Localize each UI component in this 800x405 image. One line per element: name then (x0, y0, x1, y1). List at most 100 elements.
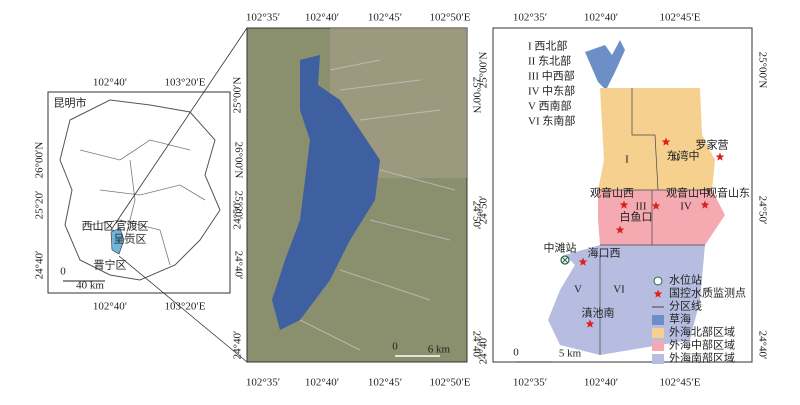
coord-label: 25°00′N (232, 77, 244, 114)
north-zone (598, 88, 715, 190)
zone-label: V (574, 284, 582, 296)
coord-label: 102°35′ (513, 377, 547, 389)
coord-label: 102°50′E (429, 12, 470, 24)
scale-label: 40 km (76, 280, 104, 292)
station-marker (585, 319, 595, 328)
station-marker (715, 152, 725, 161)
station-marker (653, 289, 663, 298)
station-label: 罗家营 (696, 138, 729, 152)
coord-label: 102°40′ (93, 301, 127, 313)
legend-label: 草海 (669, 312, 691, 326)
coord-label: 24°40′ (232, 331, 244, 360)
zoom-line (118, 255, 248, 363)
district-label: 晋宁区 (94, 258, 127, 272)
legend-label: 外海北部区域 (669, 325, 735, 339)
coord-label: 25°00′N (470, 77, 482, 114)
zone-label: I (625, 154, 629, 166)
zoom-line (110, 27, 248, 231)
coord-label: 102°35′ (513, 12, 547, 24)
middle-zone (598, 190, 725, 245)
station-marker (578, 257, 588, 266)
station-marker (615, 225, 625, 234)
station-cross (561, 256, 569, 264)
coord-label: 24°40′ (478, 336, 490, 365)
rivers (299, 59, 456, 351)
coord-label: 102°40′ (305, 377, 339, 389)
station-label: 东湾中 (667, 149, 700, 163)
zone-list-item: V 西南部 (528, 99, 572, 113)
zone-list-item: VI 东南部 (528, 114, 575, 128)
coord-label: 102°35′ (246, 12, 280, 24)
coord-label: 25°20′ (232, 191, 244, 220)
district-lines (79, 139, 206, 266)
legend-symbol (652, 354, 664, 364)
zone-list-item: I 西北部 (528, 39, 567, 53)
coord-label: 102°40′ (584, 12, 618, 24)
zone-list-item: II 东北部 (528, 54, 571, 68)
lake-shape (110, 227, 125, 255)
legend-symbol (652, 315, 664, 325)
legend-label: 分区线 (669, 299, 702, 313)
station-label: 观音山中 (666, 186, 710, 200)
scale-label: 0 (513, 347, 519, 359)
zone-label: IV (680, 201, 692, 213)
district-label: 西山区 (82, 220, 115, 233)
scale-label: 0 (60, 266, 66, 278)
coord-label: 102°50′E (429, 377, 470, 389)
coord-label: 24°40′ (470, 331, 482, 360)
city-boundary (59, 99, 221, 281)
zone-lines (598, 88, 712, 355)
coord-label: 24°40′ (34, 251, 46, 280)
station-marker (700, 200, 710, 209)
legend-label: 国控水质监测点 (669, 286, 746, 300)
coord-label: 102°40′ (584, 377, 618, 389)
coord-label: 26°00′N (232, 142, 244, 179)
map-title: 昆明市 (54, 96, 87, 110)
district-label: 呈贡区 (114, 233, 147, 246)
coord-label: 24°50′ (470, 201, 482, 230)
coord-label: 24°50′ (756, 196, 768, 225)
station-label: 观音山西 (590, 186, 634, 200)
zone-label: III (636, 201, 647, 213)
coord-label: 26°00′N (34, 142, 46, 179)
station-marker (661, 137, 671, 146)
coord-label: 102°35′ (246, 377, 280, 389)
station-label: 中滩站 (544, 241, 577, 255)
legend-label: 水位站 (669, 273, 702, 287)
station-marker (651, 201, 661, 210)
legend-symbol (652, 328, 664, 338)
lake-water (272, 55, 380, 330)
scale-label: 0 (392, 341, 398, 353)
legend-label: 外海中部区域 (669, 338, 735, 352)
station-label: 海口西 (588, 246, 621, 260)
legend-label: 外海南部区域 (669, 351, 735, 365)
station-label: 白鱼口 (620, 210, 653, 224)
caohai (585, 40, 625, 90)
station-label: 观音山东 (706, 186, 750, 200)
coord-label: 24°40′ (756, 331, 768, 360)
coord-label: 25°00′N (756, 52, 768, 89)
scale-label: 6 km (428, 344, 451, 356)
station-marker (619, 200, 629, 209)
coord-label: 103°20′E (164, 77, 205, 89)
coord-label: 102°40′ (93, 77, 127, 89)
coord-label: 24°40′ (232, 251, 244, 280)
coord-label: 102°45′E (659, 12, 700, 24)
coord-label: 25°20′ (34, 191, 46, 220)
coord-label: 103°20′E (164, 301, 205, 313)
station-label: 滇池南 (582, 306, 615, 320)
zone-list-item: IV 中东部 (528, 84, 575, 98)
coord-label: 102°45′E (659, 377, 700, 389)
coord-label: 102°40′ (305, 12, 339, 24)
south-zone (548, 245, 705, 355)
coord-label: 25°00′N (478, 52, 490, 89)
coord-label: 102°45′ (368, 12, 402, 24)
zone-label: II (672, 152, 680, 164)
coord-label: 24°50′ (232, 201, 244, 230)
legend-symbol (652, 341, 664, 351)
scale-label: 5 km (559, 348, 582, 360)
legend-symbol (653, 276, 663, 286)
coord-label: 102°45′ (368, 377, 402, 389)
zone-label: VI (613, 284, 625, 296)
